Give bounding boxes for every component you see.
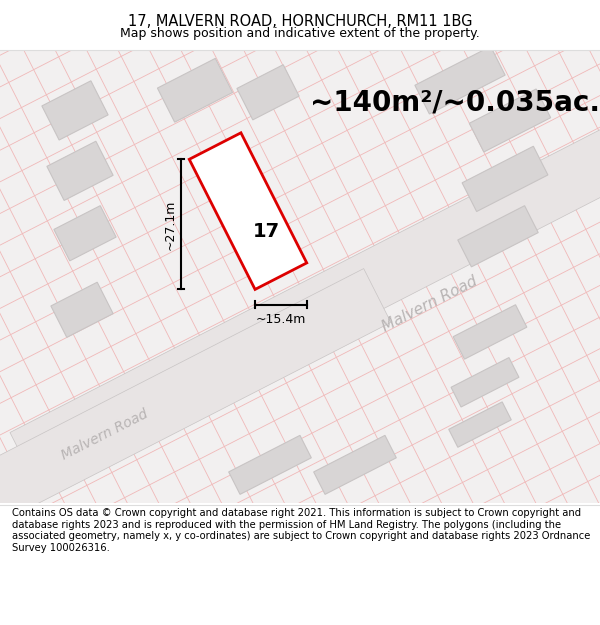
Polygon shape (47, 141, 113, 201)
Polygon shape (449, 402, 511, 448)
Polygon shape (462, 146, 548, 211)
Polygon shape (157, 58, 233, 122)
Text: ~27.1m: ~27.1m (163, 199, 176, 249)
Polygon shape (51, 282, 113, 338)
Polygon shape (189, 132, 307, 289)
Text: Malvern Road: Malvern Road (380, 273, 480, 334)
Polygon shape (54, 206, 116, 261)
Text: 17, MALVERN ROAD, HORNCHURCH, RM11 1BG: 17, MALVERN ROAD, HORNCHURCH, RM11 1BG (128, 14, 472, 29)
Polygon shape (314, 436, 397, 494)
Polygon shape (229, 436, 311, 494)
Text: 17: 17 (253, 222, 280, 241)
Text: Malvern Road: Malvern Road (59, 407, 151, 462)
Polygon shape (451, 357, 519, 407)
Polygon shape (453, 305, 527, 359)
Text: ~15.4m: ~15.4m (256, 312, 306, 326)
Polygon shape (42, 81, 108, 140)
Text: Contains OS data © Crown copyright and database right 2021. This information is : Contains OS data © Crown copyright and d… (12, 508, 590, 553)
Text: Map shows position and indicative extent of the property.: Map shows position and indicative extent… (120, 28, 480, 41)
Text: ~140m²/~0.035ac.: ~140m²/~0.035ac. (310, 88, 600, 116)
Polygon shape (469, 89, 551, 152)
Polygon shape (10, 67, 600, 486)
Polygon shape (415, 46, 505, 114)
Polygon shape (458, 206, 538, 267)
Polygon shape (237, 65, 299, 120)
Polygon shape (0, 269, 391, 597)
